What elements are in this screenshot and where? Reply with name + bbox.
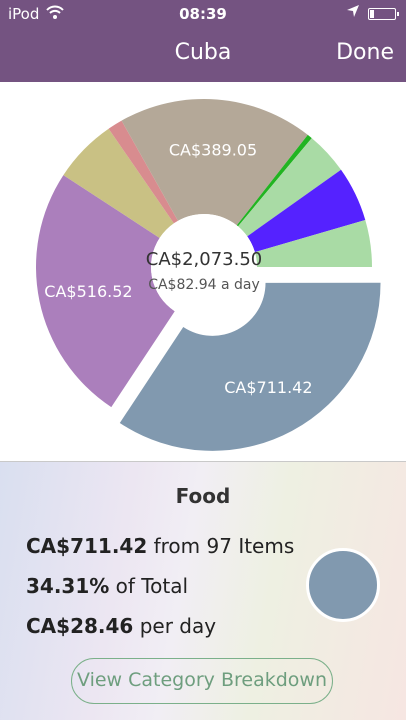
category-amount-line: CA$711.42 from 97 Items — [26, 534, 294, 558]
donut-slice-6[interactable] — [247, 169, 366, 253]
donut-slice-4[interactable] — [236, 134, 312, 227]
status-bar: iPod 08:39 — [0, 0, 406, 28]
donut-chart: CA$516.52 CA$389.05 CA$711.42 CA$2,073.50 CA… — [36, 99, 381, 451]
nav-bar: Cuba Done — [0, 28, 406, 82]
center-total: CA$2,073.50 — [146, 249, 263, 270]
donut-slice-7[interactable] — [254, 219, 372, 267]
wifi-icon — [46, 4, 64, 24]
donut-slice-2[interactable] — [108, 120, 178, 224]
category-per-day-suffix: per day — [133, 614, 217, 638]
donut-slice-1[interactable] — [63, 128, 174, 238]
slice-label-3: CA$389.05 — [169, 140, 257, 159]
donut-slice-3[interactable] — [121, 99, 308, 226]
category-amount-suffix: from 97 Items — [147, 534, 295, 558]
category-percent: 34.31% — [26, 574, 110, 598]
donut-slice-8[interactable] — [119, 282, 381, 451]
status-time: 08:39 — [179, 5, 227, 23]
battery-icon — [368, 8, 399, 20]
donut-slice-5[interactable] — [237, 138, 342, 237]
center-daily: CA$82.94 a day — [148, 277, 260, 293]
slice-label-8: CA$711.42 — [224, 378, 312, 397]
category-color-swatch — [306, 548, 380, 622]
done-button[interactable]: Done — [336, 40, 394, 65]
page-title: Cuba — [174, 40, 232, 65]
donut-chart-area: CA$516.52 CA$389.05 CA$711.42 CA$2,073.50 CA… — [0, 82, 406, 462]
category-info-panel: Food CA$711.42 from 97 Items 34.31% of T… — [0, 462, 406, 720]
category-title: Food — [175, 484, 231, 508]
category-amount: CA$711.42 — [26, 534, 148, 558]
donut-center — [151, 214, 257, 320]
location-arrow-icon — [346, 4, 360, 22]
category-per-day: CA$28.46 — [26, 614, 134, 638]
category-percent-line: 34.31% of Total — [26, 574, 188, 598]
category-per-day-line: CA$28.46 per day — [26, 614, 216, 638]
donut-slice-0[interactable] — [36, 175, 175, 408]
category-percent-suffix: of Total — [109, 574, 189, 598]
carrier-label: iPod — [8, 5, 40, 23]
view-category-breakdown-button[interactable]: View Category Breakdown — [71, 658, 333, 704]
slice-label-0: CA$516.52 — [44, 282, 132, 301]
